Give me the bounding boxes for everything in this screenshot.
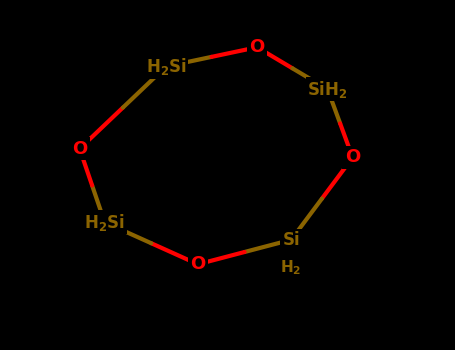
Text: O: O — [345, 148, 360, 167]
Text: $\mathdefault{H_2}$: $\mathdefault{H_2}$ — [280, 258, 302, 277]
Text: O: O — [72, 140, 87, 158]
Text: $\mathdefault{SiH_2}$: $\mathdefault{SiH_2}$ — [307, 79, 348, 100]
Text: $\mathdefault{H_2Si}$: $\mathdefault{H_2Si}$ — [146, 56, 187, 77]
Text: $\mathdefault{Si}$: $\mathdefault{Si}$ — [282, 231, 300, 249]
Text: $\mathdefault{H_2Si}$: $\mathdefault{H_2Si}$ — [84, 212, 125, 233]
Text: O: O — [190, 255, 206, 273]
Text: O: O — [249, 38, 265, 56]
